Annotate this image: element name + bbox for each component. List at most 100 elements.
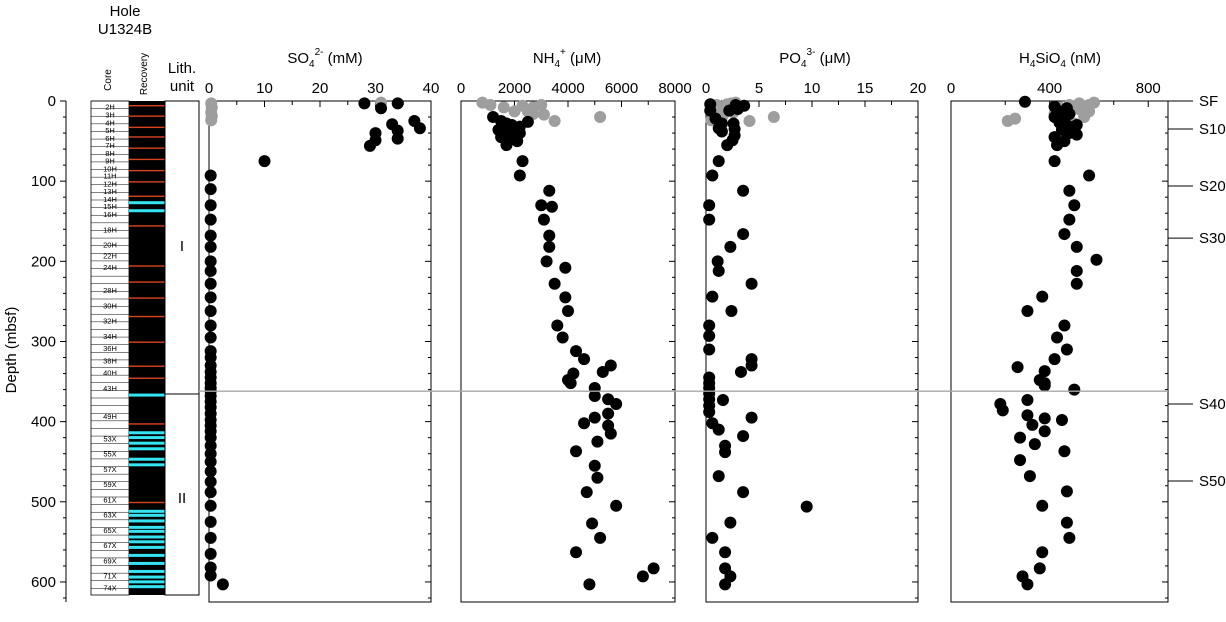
silica-data-point: [1063, 531, 1076, 544]
ammonium-title-base: NH: [533, 50, 555, 67]
phosphate-plot-frame: [705, 100, 919, 603]
core-label: 18H: [103, 225, 117, 234]
core-label: 22H: [103, 252, 117, 261]
core-label: 5H: [105, 126, 115, 135]
phosphate-data-point: [725, 305, 738, 318]
silica-data-point: [1058, 319, 1071, 332]
lith-unit-column: [164, 100, 200, 596]
silica-data-point: [1070, 240, 1083, 253]
silica-data-point: [1063, 184, 1076, 197]
depth-tick-label: 0: [48, 93, 56, 110]
silica-data-point: [1036, 290, 1049, 303]
sulfate-data-point: [204, 291, 217, 304]
recovery-red-band: [129, 195, 165, 197]
core-label: 36H: [103, 344, 117, 353]
silica-data-point: [996, 404, 1009, 417]
silica-title-base: H: [1019, 50, 1030, 67]
silica-data-point: [1060, 516, 1073, 529]
ammonium-x-tick-label: 2000: [498, 80, 531, 97]
silica-data-point: [1036, 499, 1049, 512]
recovery-cyan-band: [129, 545, 165, 549]
phosphate-data-point: [731, 103, 744, 116]
recovery-cyan-band: [129, 569, 165, 573]
ammonium-data-point: [578, 417, 591, 430]
sulfate-data-point: [204, 240, 217, 253]
phosphate-data-point: [737, 228, 750, 241]
silica-data-point: [1048, 353, 1061, 366]
depth-tick-label: 100: [31, 173, 56, 190]
phosphate-title-sub: 4: [801, 59, 807, 70]
ammonium-data-point: [513, 169, 526, 182]
ammonium-data-point: [535, 99, 548, 112]
phosphate-x-tick-label: 15: [857, 80, 874, 97]
depth-tick-label: 500: [31, 494, 56, 511]
core-label: 71X: [103, 572, 116, 581]
depth-axis-ticks: 0 100 200 300 400 500 600: [31, 93, 67, 602]
sulfate-data-point: [204, 319, 217, 332]
ammonium-data-point: [586, 517, 599, 530]
recovery-cyan-band: [129, 431, 165, 435]
recovery-cyan-band: [129, 535, 165, 539]
core-label: 74X: [103, 584, 116, 593]
sulfate-data-point: [204, 475, 217, 488]
recovery-red-band: [129, 315, 165, 318]
ammonium-data-point: [588, 459, 601, 472]
core-label: 61X: [103, 495, 116, 504]
recovery-cyan-band: [129, 463, 165, 467]
silica-data-point: [1068, 199, 1081, 212]
core-label: 38H: [103, 357, 117, 366]
sulfate-data-point: [375, 102, 388, 115]
sulfate-data-point: [205, 114, 218, 127]
site-marker-label: S10: [1199, 121, 1226, 138]
phosphate-data-point: [745, 411, 758, 424]
ammonium-data-point: [537, 213, 550, 226]
ammonium-data-point: [551, 319, 564, 332]
recovery-cyan-band: [129, 525, 165, 529]
core-label: 57X: [103, 465, 116, 474]
sulfate-data-point: [204, 455, 217, 468]
sulfate-data-point: [391, 97, 404, 110]
recovery-red-band: [129, 265, 165, 267]
core-label: 15H: [103, 202, 117, 211]
ammonium-data-point: [594, 531, 607, 544]
silica-title-mid: SiO: [1035, 50, 1060, 67]
core-label: 67X: [103, 541, 116, 550]
core-label: 3H: [105, 111, 115, 120]
lith-unit-header-line2: unit: [170, 78, 195, 95]
silica-data-point: [1068, 383, 1081, 396]
sulfate-data-point: [216, 578, 229, 591]
silica-data-point: [1033, 562, 1046, 575]
silica-x-tick-label: 0: [947, 80, 955, 97]
core-label: 34H: [103, 332, 117, 341]
core-column-group: Core Recovery Lith. unit 2H3H4H5H6H7H8H9…: [90, 53, 200, 596]
core-label: 69X: [103, 556, 116, 565]
phosphate-data-point: [706, 169, 719, 182]
core-label: 40H: [103, 369, 117, 378]
ammonium-data-point: [583, 578, 596, 591]
sulfate-title-base: SO: [287, 50, 309, 67]
sulfate-data-point: [204, 465, 217, 478]
sulfate-data-point: [204, 199, 217, 212]
lith-unit-i-label: I: [180, 238, 184, 255]
sulfate-data-point: [391, 132, 404, 145]
silica-title-sub: 4: [1030, 59, 1036, 70]
hole-title: Hole: [110, 3, 141, 20]
silica-data-point: [1038, 412, 1051, 425]
site-marker-label: SF: [1199, 93, 1218, 110]
recovery-cyan-band: [129, 209, 165, 213]
ammonium-data-point: [578, 353, 591, 366]
phosphate-data-point: [712, 155, 725, 168]
silica-data-point: [1014, 431, 1027, 444]
recovery-cyan-band: [129, 540, 165, 544]
core-label: 13H: [103, 187, 117, 196]
sulfate-data-point: [204, 213, 217, 226]
silica-data-point: [1051, 139, 1064, 152]
ammonium-data-point: [543, 240, 556, 253]
ammonium-data-point: [540, 255, 553, 268]
ammonium-data-point: [537, 108, 550, 121]
sulfate-data-point: [204, 305, 217, 318]
silica-data-point: [1060, 485, 1073, 498]
depth-tick-label: 200: [31, 253, 56, 270]
site-marker-label: S40: [1199, 396, 1226, 413]
